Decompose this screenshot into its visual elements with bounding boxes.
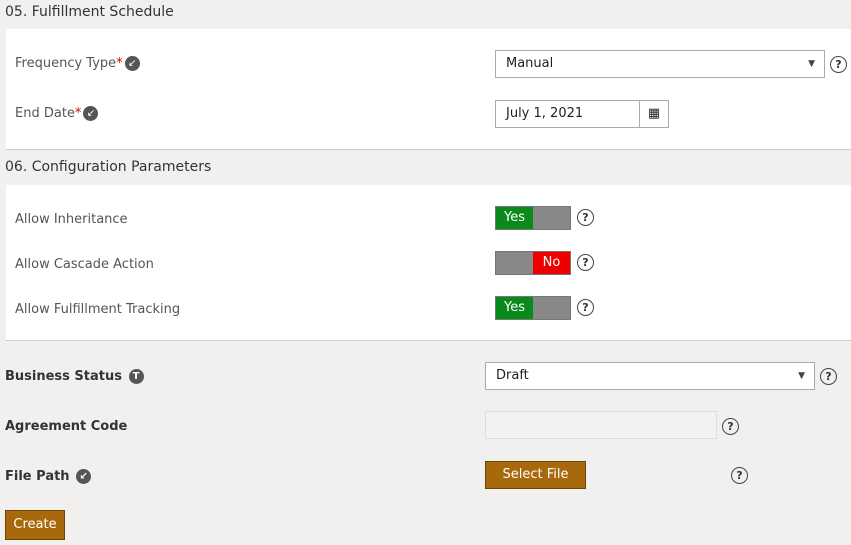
end-date-input[interactable]: July 1, 2021 [495,100,640,128]
input-value: July 1, 2021 [506,106,584,121]
select-value: Draft [496,368,529,383]
help-icon[interactable]: ? [577,254,594,271]
section-title: 06. Configuration Parameters [5,159,212,175]
select-file-button[interactable]: Select File [485,461,586,489]
arrow-icon: ↙ [83,106,99,121]
frequency-select[interactable]: Manual ▼ [495,50,825,78]
text-icon: T [128,369,144,384]
toggle-yes: Yes [496,297,533,319]
frequency-label: Frequency Type* ↙ [15,56,140,71]
help-icon[interactable]: ? [820,368,837,385]
required-mark: * [74,106,82,121]
tracking-toggle[interactable]: Yes [495,296,571,320]
end-date-label: End Date* ↙ [15,106,99,121]
agreement-code-label: Agreement Code [5,419,128,434]
config-panel [6,185,851,341]
business-status-select[interactable]: Draft ▼ [485,362,815,390]
toggle-no: No [533,252,570,274]
label-text: End Date [15,106,75,121]
help-icon[interactable]: ? [722,418,739,435]
select-value: Manual [506,56,554,71]
agreement-code-input[interactable] [485,411,717,439]
cascade-toggle[interactable]: No [495,251,571,275]
help-icon[interactable]: ? [577,209,594,226]
arrow-icon: ↙ [124,56,140,71]
label-text: Frequency Type [15,56,117,71]
toggle-off [533,297,570,319]
toggle-off [496,252,533,274]
help-icon[interactable]: ? [830,56,847,73]
file-path-label: File Path ↙ [5,469,92,484]
chevron-down-icon: ▼ [808,59,815,69]
help-icon[interactable]: ? [731,467,748,484]
fulfillment-panel [6,29,851,150]
config-label: Allow Cascade Action [15,257,154,272]
inheritance-toggle[interactable]: Yes [495,206,571,230]
calendar-icon[interactable]: ▦ [639,100,669,128]
label-text: Business Status [5,369,122,384]
config-label: Allow Inheritance [15,212,128,227]
chevron-down-icon: ▼ [798,371,805,381]
arrow-icon: ↙ [76,469,92,484]
required-mark: * [116,56,123,71]
config-label: Allow Fulfillment Tracking [15,302,181,317]
business-status-label: Business Status T [5,369,144,384]
help-icon[interactable]: ? [577,299,594,316]
toggle-off [533,207,570,229]
label-text: File Path [5,469,70,484]
create-button[interactable]: Create [5,510,65,540]
toggle-yes: Yes [496,207,533,229]
section-title: 05. Fulfillment Schedule [5,4,174,20]
